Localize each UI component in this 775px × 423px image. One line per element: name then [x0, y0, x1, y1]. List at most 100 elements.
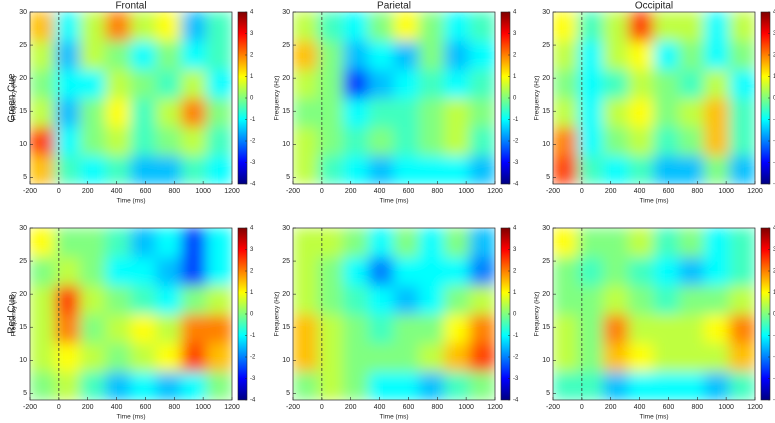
- y-tick-label: 20: [282, 75, 290, 82]
- cell: [105, 342, 132, 372]
- y-tick-label: 30: [542, 9, 550, 16]
- x-tick-label: 800: [691, 188, 703, 195]
- cell: [469, 12, 495, 42]
- cell: [704, 228, 731, 258]
- colorbar-tick-label: -3: [513, 160, 519, 166]
- cell: [181, 284, 208, 315]
- cell: [368, 12, 395, 42]
- heatmap: [553, 228, 755, 400]
- colorbar-tick-label: -3: [513, 376, 519, 382]
- cell: [130, 342, 157, 372]
- y-tick-label: 15: [19, 324, 27, 331]
- cell: [206, 228, 232, 258]
- cell: [553, 40, 579, 70]
- x-tick-label: 1000: [195, 404, 211, 411]
- x-tick-label: 400: [374, 404, 386, 411]
- cell: [469, 370, 495, 400]
- x-tick-label: 0: [57, 188, 61, 195]
- cell: [678, 342, 705, 372]
- cell: [293, 256, 319, 286]
- cell: [30, 256, 56, 286]
- x-tick-label: 1200: [747, 188, 763, 195]
- colorbar-tick-label: -4: [773, 398, 775, 404]
- cell: [155, 40, 182, 70]
- cell: [343, 97, 370, 128]
- y-axis-label: Frequency (Hz): [274, 292, 281, 337]
- cell: [130, 40, 157, 70]
- cell: [393, 68, 420, 99]
- plot-frame: [29, 227, 233, 401]
- colorbar-tick-label: 3: [250, 247, 254, 253]
- plot-frame: [29, 11, 233, 185]
- cell: [293, 154, 319, 184]
- cell: [343, 154, 370, 184]
- x-tick-label: 200: [82, 404, 94, 411]
- cell: [469, 154, 495, 184]
- x-tick-label: 0: [580, 188, 584, 195]
- x-tick-label: 0: [320, 188, 324, 195]
- cell: [603, 97, 630, 128]
- cell: [577, 126, 604, 156]
- cell: [130, 370, 157, 400]
- colorbar-tick-label: -1: [250, 333, 256, 339]
- cell: [181, 154, 208, 184]
- cell: [393, 370, 420, 400]
- x-tick-label: 1000: [195, 188, 211, 195]
- colorbar-tick-label: 1: [250, 290, 254, 296]
- y-tick-label: 30: [542, 225, 550, 232]
- plot-frame: [292, 11, 496, 185]
- y-tick-label: 10: [542, 357, 550, 364]
- cell: [54, 12, 81, 42]
- x-tick-label: 0: [580, 404, 584, 411]
- y-tick-label: 30: [282, 9, 290, 16]
- cell: [704, 313, 731, 344]
- y-tick-label: 10: [542, 141, 550, 148]
- cell: [553, 154, 579, 184]
- cell: [105, 126, 132, 156]
- colorbar-tick-label: 2: [250, 53, 254, 59]
- cell: [206, 342, 232, 372]
- cell: [418, 126, 445, 156]
- colorbar-tick-label: 4: [250, 226, 254, 232]
- cell: [105, 68, 132, 99]
- cell: [293, 97, 319, 128]
- y-tick-label: 20: [19, 75, 27, 82]
- colorbar-tick-label: -4: [513, 182, 519, 188]
- cell: [678, 256, 705, 286]
- cell: [678, 68, 705, 99]
- cell: [30, 284, 56, 315]
- cell: [418, 228, 445, 258]
- cell: [393, 313, 420, 344]
- cell: [317, 228, 344, 258]
- x-tick-label: 800: [168, 188, 180, 195]
- cell: [603, 68, 630, 99]
- y-tick-label: 20: [542, 75, 550, 82]
- y-tick-label: 5: [23, 390, 27, 397]
- plot-frame: [552, 227, 756, 401]
- cell: [469, 228, 495, 258]
- colorbar-tick-label: -4: [250, 182, 256, 188]
- cell: [206, 97, 232, 128]
- cell: [577, 228, 604, 258]
- cell: [444, 68, 471, 99]
- cells: [553, 228, 755, 400]
- cell: [181, 126, 208, 156]
- cell: [181, 256, 208, 286]
- cell: [678, 370, 705, 400]
- cell: [293, 228, 319, 258]
- cell: [393, 228, 420, 258]
- cell: [155, 342, 182, 372]
- colorbar-tick-label: 0: [250, 96, 254, 102]
- cells: [293, 228, 495, 400]
- x-tick-label: 600: [663, 188, 675, 195]
- cell: [30, 313, 56, 344]
- y-tick-label: 30: [282, 225, 290, 232]
- cell: [30, 228, 56, 258]
- colorbar-tick-label: 4: [250, 10, 254, 16]
- cell: [343, 228, 370, 258]
- cell: [206, 313, 232, 344]
- y-tick-label: 5: [286, 390, 290, 397]
- cell: [181, 68, 208, 99]
- x-tick-label: 1200: [487, 404, 503, 411]
- x-axis-label: Time (ms): [639, 414, 668, 421]
